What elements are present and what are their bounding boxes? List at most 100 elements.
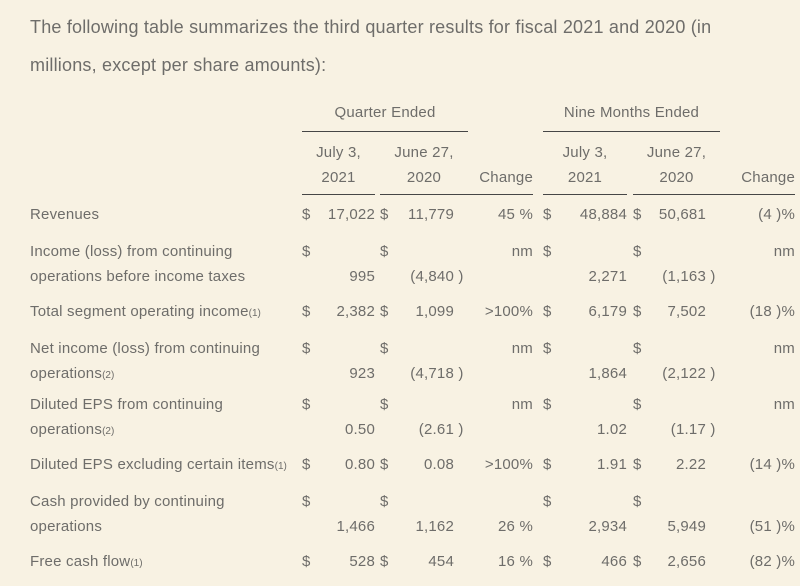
amount-cell-n2021: $48,884 <box>543 202 627 229</box>
change-cell-nine-months: (4 )% <box>758 206 795 223</box>
currency-symbol: $ <box>302 303 311 320</box>
amount-cell-q2021: $923 <box>302 336 375 386</box>
footnote-marker: (2) <box>102 426 115 437</box>
amount-cell-n2020: $50,681 <box>633 202 720 229</box>
currency-symbol: $ <box>380 493 389 510</box>
table-row-free-cash-flow: Free cash flow(1) $528 $454 16 % $466 $2… <box>30 542 795 583</box>
quarterly-results-table: Quarter Ended Nine Months Ended July 3, … <box>30 100 795 583</box>
column-header-row: July 3, 2021 June 27, 2020 Change July 3… <box>30 140 795 195</box>
change-cell-nine-months: nm <box>773 396 795 413</box>
currency-symbol: $ <box>543 493 552 510</box>
currency-symbol: $ <box>302 243 311 260</box>
change-cell-quarter: nm <box>511 396 533 413</box>
currency-symbol: $ <box>633 340 642 357</box>
amount-cell-n2021: $1,864 <box>543 336 627 386</box>
table-row-cash-provided: Cash provided by continuing operations $… <box>30 486 795 542</box>
currency-symbol: $ <box>543 206 552 223</box>
currency-symbol: $ <box>380 340 389 357</box>
amount-cell-q2021: $995 <box>302 239 375 289</box>
column-header-q-2020: June 27, 2020 <box>380 140 468 195</box>
amount-cell-q2021: $1,466 <box>302 489 375 539</box>
currency-symbol: $ <box>380 456 389 473</box>
amount-cell-q2020: $ (2.61) <box>380 392 468 442</box>
table-row-income-loss: Income (loss) from continuing operations… <box>30 236 795 292</box>
currency-symbol: $ <box>302 396 311 413</box>
amount-cell-q2020: $1,162 <box>380 489 468 539</box>
column-header-q-change: Change <box>468 140 533 195</box>
quarter-ended-group-header: Quarter Ended <box>302 100 468 132</box>
currency-symbol: $ <box>633 456 642 473</box>
amount-cell-q2020: $ (4,840) <box>380 239 468 289</box>
change-cell-quarter: >100% <box>484 456 533 473</box>
table-row-diluted-eps: Diluted EPS from continuing operations(2… <box>30 389 795 445</box>
change-cell-quarter: 16 % <box>498 553 533 570</box>
amount-cell-q2021: $0.80 <box>302 452 375 479</box>
table-row-diluted-eps-excluding: Diluted EPS excluding certain items(1) $… <box>30 445 795 486</box>
currency-symbol: $ <box>302 456 311 473</box>
row-label: Total segment operating income(1) <box>30 303 261 320</box>
currency-symbol: $ <box>633 243 642 260</box>
change-cell-quarter: nm <box>511 243 533 260</box>
intro-text: The following table summarizes the third… <box>30 17 712 75</box>
currency-symbol: $ <box>633 396 642 413</box>
amount-cell-n2020: $ (1.17) <box>633 392 720 442</box>
amount-cell-q2020: $454 <box>380 549 468 576</box>
column-header-n-2020: June 27, 2020 <box>633 140 720 195</box>
amount-cell-n2020: $2.22 <box>633 452 720 479</box>
column-header-n-2021: July 3, 2021 <box>543 140 627 195</box>
amount-cell-n2021: $1.02 <box>543 392 627 442</box>
row-label: Free cash flow(1) <box>30 553 143 570</box>
change-cell-nine-months: (51 )% <box>749 518 795 535</box>
footnote-marker: (1) <box>274 461 287 472</box>
amount-cell-n2020: $5,949 <box>633 489 720 539</box>
change-cell-quarter: >100% <box>484 303 533 320</box>
amount-cell-q2021: $17,022 <box>302 202 375 229</box>
currency-symbol: $ <box>633 553 642 570</box>
change-cell-quarter: nm <box>511 340 533 357</box>
change-cell-quarter: 45 % <box>498 206 533 223</box>
group-header-row: Quarter Ended Nine Months Ended <box>30 100 795 132</box>
currency-symbol: $ <box>633 206 642 223</box>
column-header-n-change: Change <box>720 140 795 195</box>
change-cell-nine-months: nm <box>773 340 795 357</box>
row-label: Diluted EPS excluding certain items(1) <box>30 456 287 473</box>
currency-symbol: $ <box>302 340 311 357</box>
currency-symbol: $ <box>380 206 389 223</box>
column-spacer <box>533 140 543 195</box>
change-cell-quarter: 26 % <box>498 518 533 535</box>
amount-cell-q2020: $11,779 <box>380 202 468 229</box>
footnote-marker: (2) <box>102 370 115 381</box>
change-cell-nine-months: nm <box>773 243 795 260</box>
amount-cell-n2020: $ (1,163) <box>633 239 720 289</box>
amount-cell-q2020: $0.08 <box>380 452 468 479</box>
table-row-segment-operating-income: Total segment operating income(1) $2,382… <box>30 292 795 333</box>
amount-cell-q2021: $0.50 <box>302 392 375 442</box>
amount-cell-n2021: $2,934 <box>543 489 627 539</box>
amount-cell-n2020: $7,502 <box>633 299 720 326</box>
amount-cell-n2021: $1.91 <box>543 452 627 479</box>
row-label: Diluted EPS from continuing operations(2… <box>30 396 223 438</box>
row-label: Net income (loss) from continuing operat… <box>30 340 261 382</box>
footnote-marker: (1) <box>248 308 261 319</box>
amount-cell-n2020: $ (2,122) <box>633 336 720 386</box>
currency-symbol: $ <box>633 303 642 320</box>
amount-cell-n2020: $2,656 <box>633 549 720 576</box>
currency-symbol: $ <box>380 396 389 413</box>
row-label: Revenues <box>30 206 100 223</box>
currency-symbol: $ <box>380 553 389 570</box>
amount-cell-n2021: $6,179 <box>543 299 627 326</box>
currency-symbol: $ <box>633 493 642 510</box>
column-header-q-2021: July 3, 2021 <box>302 140 375 195</box>
currency-symbol: $ <box>380 303 389 320</box>
currency-symbol: $ <box>543 396 552 413</box>
row-label: Cash provided by continuing operations <box>30 493 225 535</box>
column-spacer <box>533 100 543 132</box>
row-label: Income (loss) from continuing operations… <box>30 243 246 285</box>
currency-symbol: $ <box>302 493 311 510</box>
currency-symbol: $ <box>543 553 552 570</box>
change-cell-nine-months: (14 )% <box>749 456 795 473</box>
amount-cell-q2020: $1,099 <box>380 299 468 326</box>
currency-symbol: $ <box>302 206 311 223</box>
currency-symbol: $ <box>543 456 552 473</box>
